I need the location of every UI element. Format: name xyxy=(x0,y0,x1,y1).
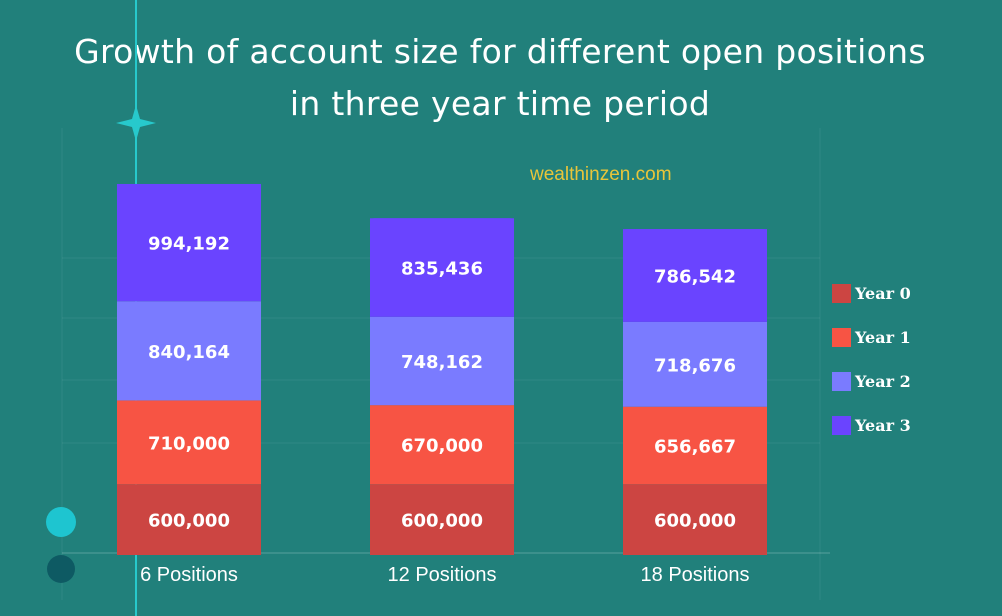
data-label: 670,000 xyxy=(401,436,483,457)
bar-segment xyxy=(623,484,767,555)
data-label: 710,000 xyxy=(148,433,230,454)
legend-item-year-2: Year 2 xyxy=(832,370,911,392)
bar-segment xyxy=(370,405,514,485)
data-label: 718,676 xyxy=(654,355,736,376)
chart-title: Growth of account size for different ope… xyxy=(74,32,926,123)
bar-segment xyxy=(117,400,261,485)
bar-top-cap xyxy=(370,218,514,227)
decorative-circle-dark xyxy=(47,555,75,583)
legend-label: Year 0 xyxy=(855,283,911,303)
bar-segment xyxy=(370,484,514,555)
data-label: 600,000 xyxy=(148,511,230,532)
bar-top-cap xyxy=(623,229,767,238)
legend-item-year-1: Year 1 xyxy=(832,326,911,348)
legend: Year 0 Year 1 Year 2 Year 3 xyxy=(832,282,911,458)
data-label: 748,162 xyxy=(401,352,483,373)
bar-segment xyxy=(117,484,261,555)
star-icon xyxy=(116,105,156,141)
legend-swatch xyxy=(832,283,851,303)
bar-segment xyxy=(117,183,261,302)
bar-top-cap xyxy=(117,183,261,192)
bar-segment xyxy=(623,229,767,322)
watermark: wealthinzen.com xyxy=(530,164,672,185)
legend-label: Year 2 xyxy=(855,371,911,391)
data-label: 656,667 xyxy=(654,436,736,457)
data-label: 600,000 xyxy=(401,511,483,532)
bar-segment xyxy=(623,406,767,485)
legend-item-year-3: Year 3 xyxy=(832,414,911,436)
x-tick-label: 12 Positions xyxy=(388,564,497,586)
data-label: 994,192 xyxy=(148,234,230,255)
decorative-circle-light xyxy=(46,507,76,537)
data-label: 600,000 xyxy=(654,511,736,532)
bar-segment xyxy=(623,321,767,407)
legend-label: Year 3 xyxy=(855,415,911,435)
x-tick-label: 6 Positions xyxy=(140,564,238,586)
data-label: 835,436 xyxy=(401,259,483,280)
bar-segment xyxy=(117,301,261,401)
bar-segment xyxy=(370,218,514,317)
bar-segment xyxy=(370,316,514,406)
legend-item-year-0: Year 0 xyxy=(832,282,911,304)
legend-swatch xyxy=(832,371,851,391)
x-tick-label: 18 Positions xyxy=(641,564,750,586)
legend-swatch xyxy=(832,327,851,347)
legend-label: Year 1 xyxy=(855,327,911,347)
data-label: 840,164 xyxy=(148,342,230,363)
legend-swatch xyxy=(832,415,851,435)
data-label: 786,542 xyxy=(654,267,736,288)
